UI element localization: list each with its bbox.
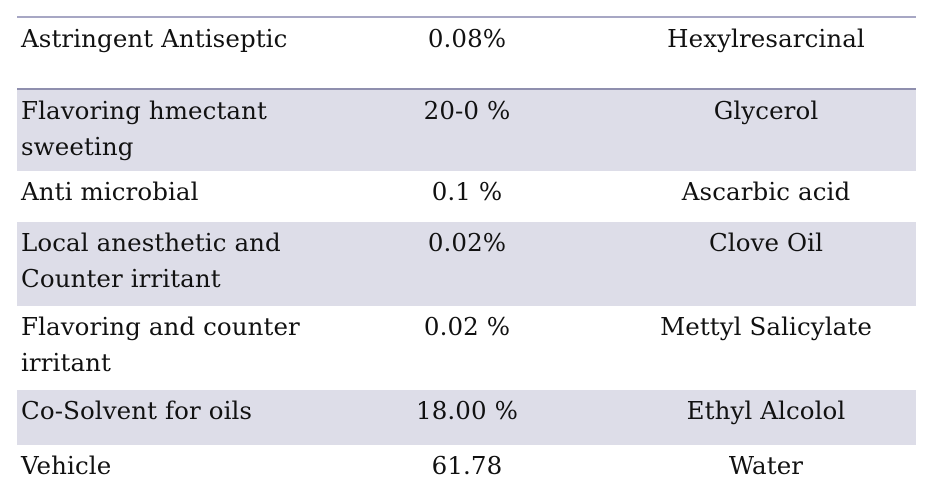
table-row: Vehicle 61.78 Water (17, 445, 916, 489)
table-row: Local anesthetic and Counter irritant 0.… (17, 222, 916, 306)
concentration-cell: 0.08% (427, 24, 507, 53)
function-cell: Local anesthetic and Counter irritant (21, 228, 281, 293)
table-row: Flavoring and counter irritant 0.02 % Me… (17, 306, 916, 390)
ingredient-cell: Ascarbic acid (681, 177, 851, 206)
ingredient-cell: Ethyl Alcolol (686, 396, 846, 425)
ingredient-cell: Water (728, 451, 804, 480)
table-row: Anti microbial 0.1 % Ascarbic acid (17, 171, 916, 222)
concentration-cell: 0.02% (427, 228, 507, 257)
ingredient-cell: Clove Oil (708, 228, 824, 257)
concentration-cell: 61.78 (431, 451, 503, 480)
function-cell: Astringent Antiseptic (21, 24, 288, 53)
function-cell: Anti microbial (21, 177, 199, 206)
ingredient-cell: Hexylresarcinal (667, 24, 865, 53)
table-row: Co-Solvent for oils 18.00 % Ethyl Alcolo… (17, 390, 916, 445)
concentration-cell: 0.02 % (423, 312, 511, 341)
function-cell: Flavoring and counter irritant (21, 312, 300, 377)
function-cell: Co-Solvent for oils (21, 396, 253, 425)
concentration-cell: 18.00 % (416, 396, 518, 425)
table-row: Astringent Antiseptic 0.08% Hexylresarci… (17, 16, 916, 88)
function-cell: Flavoring hmectant sweeting (21, 96, 267, 161)
table-row: Flavoring hmectant sweeting 20-0 % Glyce… (17, 88, 916, 171)
concentration-cell: 0.1 % (431, 177, 503, 206)
formulation-table: Astringent Antiseptic 0.08% Hexylresarci… (17, 16, 916, 489)
ingredient-cell: Mettyl Salicylate (660, 312, 872, 341)
ingredient-cell: Glycerol (713, 96, 819, 125)
function-cell: Vehicle (21, 451, 112, 480)
concentration-cell: 20-0 % (423, 96, 511, 125)
